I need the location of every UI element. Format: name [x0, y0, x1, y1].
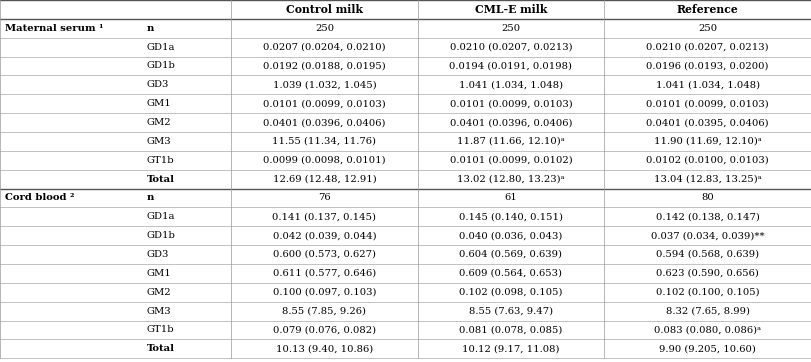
Text: 0.611 (0.577, 0.646): 0.611 (0.577, 0.646)	[272, 269, 376, 278]
Text: Maternal serum ¹: Maternal serum ¹	[5, 24, 103, 33]
Text: n: n	[147, 24, 154, 33]
Text: 0.0401 (0.0396, 0.0406): 0.0401 (0.0396, 0.0406)	[449, 118, 573, 127]
Text: 0.0101 (0.0099, 0.0103): 0.0101 (0.0099, 0.0103)	[449, 99, 573, 108]
Text: 0.0101 (0.0099, 0.0102): 0.0101 (0.0099, 0.0102)	[449, 156, 573, 165]
Text: 10.12 (9.17, 11.08): 10.12 (9.17, 11.08)	[462, 344, 560, 353]
Text: Control milk: Control milk	[286, 4, 363, 15]
Text: Total: Total	[147, 344, 175, 353]
Text: 0.0101 (0.0099, 0.0103): 0.0101 (0.0099, 0.0103)	[263, 99, 386, 108]
Text: 0.0207 (0.0204, 0.0210): 0.0207 (0.0204, 0.0210)	[263, 43, 386, 52]
Text: 0.0210 (0.0207, 0.0213): 0.0210 (0.0207, 0.0213)	[449, 43, 573, 52]
Text: 0.594 (0.568, 0.639): 0.594 (0.568, 0.639)	[656, 250, 759, 259]
Text: 10.13 (9.40, 10.86): 10.13 (9.40, 10.86)	[276, 344, 373, 353]
Text: CML-E milk: CML-E milk	[474, 4, 547, 15]
Text: 8.32 (7.65, 8.99): 8.32 (7.65, 8.99)	[666, 307, 749, 316]
Text: 0.040 (0.036, 0.043): 0.040 (0.036, 0.043)	[459, 231, 563, 240]
Text: GD1b: GD1b	[147, 231, 176, 240]
Text: GD3: GD3	[147, 80, 169, 89]
Text: 0.083 (0.080, 0.086)ᵃ: 0.083 (0.080, 0.086)ᵃ	[654, 325, 761, 334]
Text: GD1a: GD1a	[147, 212, 175, 221]
Text: 0.102 (0.100, 0.105): 0.102 (0.100, 0.105)	[656, 288, 759, 297]
Text: 0.0099 (0.0098, 0.0101): 0.0099 (0.0098, 0.0101)	[263, 156, 386, 165]
Text: 0.0401 (0.0395, 0.0406): 0.0401 (0.0395, 0.0406)	[646, 118, 769, 127]
Text: 0.037 (0.034, 0.039)**: 0.037 (0.034, 0.039)**	[650, 231, 765, 240]
Text: 0.042 (0.039, 0.044): 0.042 (0.039, 0.044)	[272, 231, 376, 240]
Text: 0.102 (0.098, 0.105): 0.102 (0.098, 0.105)	[459, 288, 563, 297]
Text: GM3: GM3	[147, 137, 171, 146]
Text: GT1b: GT1b	[147, 156, 174, 165]
Text: GM1: GM1	[147, 99, 172, 108]
Text: 12.69 (12.48, 12.91): 12.69 (12.48, 12.91)	[272, 174, 376, 184]
Text: GM3: GM3	[147, 307, 171, 316]
Text: 250: 250	[315, 24, 334, 33]
Text: 1.041 (1.034, 1.048): 1.041 (1.034, 1.048)	[459, 80, 563, 89]
Text: 13.02 (12.80, 13.23)ᵃ: 13.02 (12.80, 13.23)ᵃ	[457, 174, 564, 184]
Text: n: n	[147, 193, 154, 202]
Text: 250: 250	[501, 24, 521, 33]
Text: GM1: GM1	[147, 269, 172, 278]
Text: GD1a: GD1a	[147, 43, 175, 52]
Text: 11.87 (11.66, 12.10)ᵃ: 11.87 (11.66, 12.10)ᵃ	[457, 137, 564, 146]
Text: Cord blood ²: Cord blood ²	[5, 193, 75, 202]
Text: 0.623 (0.590, 0.656): 0.623 (0.590, 0.656)	[656, 269, 759, 278]
Text: 0.141 (0.137, 0.145): 0.141 (0.137, 0.145)	[272, 212, 376, 221]
Text: 0.0102 (0.0100, 0.0103): 0.0102 (0.0100, 0.0103)	[646, 156, 769, 165]
Text: 8.55 (7.85, 9.26): 8.55 (7.85, 9.26)	[282, 307, 367, 316]
Text: Reference: Reference	[676, 4, 739, 15]
Text: 0.609 (0.564, 0.653): 0.609 (0.564, 0.653)	[459, 269, 563, 278]
Text: GM2: GM2	[147, 118, 171, 127]
Text: GD3: GD3	[147, 250, 169, 259]
Text: 80: 80	[702, 193, 714, 202]
Text: 0.145 (0.140, 0.151): 0.145 (0.140, 0.151)	[459, 212, 563, 221]
Text: 0.0196 (0.0193, 0.0200): 0.0196 (0.0193, 0.0200)	[646, 62, 769, 71]
Text: 0.079 (0.076, 0.082): 0.079 (0.076, 0.082)	[272, 325, 376, 334]
Text: GD1b: GD1b	[147, 62, 176, 71]
Text: Total: Total	[147, 174, 175, 184]
Text: 11.55 (11.34, 11.76): 11.55 (11.34, 11.76)	[272, 137, 376, 146]
Text: 0.0194 (0.0191, 0.0198): 0.0194 (0.0191, 0.0198)	[449, 62, 573, 71]
Text: 76: 76	[318, 193, 331, 202]
Text: 1.039 (1.032, 1.045): 1.039 (1.032, 1.045)	[272, 80, 376, 89]
Text: GM2: GM2	[147, 288, 171, 297]
Text: 0.100 (0.097, 0.103): 0.100 (0.097, 0.103)	[272, 288, 376, 297]
Text: 61: 61	[504, 193, 517, 202]
Text: 0.0210 (0.0207, 0.0213): 0.0210 (0.0207, 0.0213)	[646, 43, 769, 52]
Text: 0.0101 (0.0099, 0.0103): 0.0101 (0.0099, 0.0103)	[646, 99, 769, 108]
Text: 13.04 (12.83, 13.25)ᵃ: 13.04 (12.83, 13.25)ᵃ	[654, 174, 762, 184]
Text: 11.90 (11.69, 12.10)ᵃ: 11.90 (11.69, 12.10)ᵃ	[654, 137, 762, 146]
Text: 0.0401 (0.0396, 0.0406): 0.0401 (0.0396, 0.0406)	[263, 118, 386, 127]
Text: GT1b: GT1b	[147, 325, 174, 334]
Text: 9.90 (9.205, 10.60): 9.90 (9.205, 10.60)	[659, 344, 756, 353]
Text: 0.604 (0.569, 0.639): 0.604 (0.569, 0.639)	[459, 250, 563, 259]
Text: 0.081 (0.078, 0.085): 0.081 (0.078, 0.085)	[459, 325, 563, 334]
Text: 0.600 (0.573, 0.627): 0.600 (0.573, 0.627)	[272, 250, 376, 259]
Text: 0.142 (0.138, 0.147): 0.142 (0.138, 0.147)	[655, 212, 760, 221]
Text: 250: 250	[698, 24, 717, 33]
Text: 0.0192 (0.0188, 0.0195): 0.0192 (0.0188, 0.0195)	[263, 62, 386, 71]
Text: 8.55 (7.63, 9.47): 8.55 (7.63, 9.47)	[469, 307, 553, 316]
Text: 1.041 (1.034, 1.048): 1.041 (1.034, 1.048)	[655, 80, 760, 89]
